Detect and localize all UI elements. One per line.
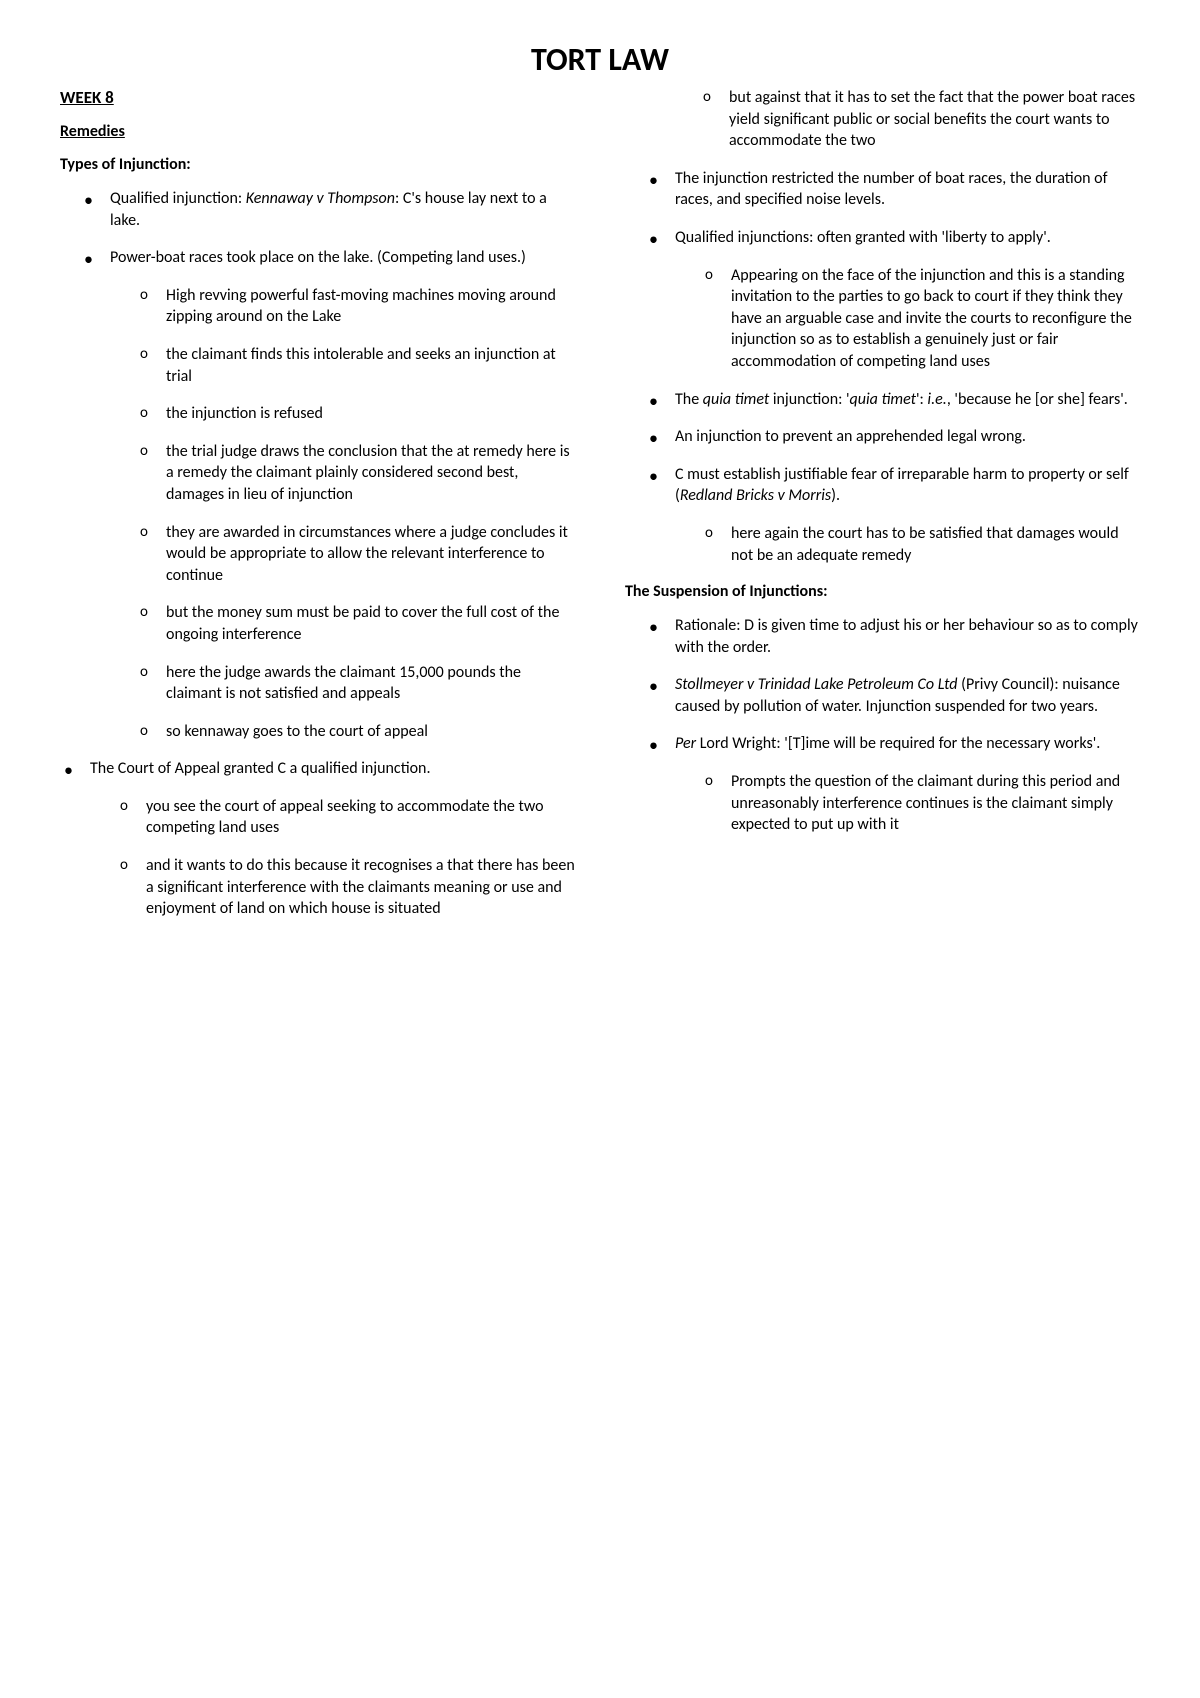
sublist: you see the court of appeal seeking to a… xyxy=(90,796,575,920)
list-types-cont: The Court of Appeal granted C a qualifie… xyxy=(60,758,575,920)
case-name: Redland Bricks v Morris xyxy=(680,486,831,505)
list-item: here the judge awards the claimant 15,00… xyxy=(166,662,575,705)
list-item: the claimant finds this intolerable and … xyxy=(166,344,575,387)
sublist: Appearing on the face of the injunction … xyxy=(675,265,1140,373)
left-column: WEEK 8 Remedies Types of Injunction: Qua… xyxy=(60,87,575,936)
list-item: Appearing on the face of the injunction … xyxy=(731,265,1140,373)
list-item: The injunction restricted the number of … xyxy=(675,168,1140,211)
subtitle-suspension: The Suspension of Injunctions: xyxy=(625,582,1140,601)
right-column: but against that it has to set the fact … xyxy=(625,87,1140,936)
content-columns: WEEK 8 Remedies Types of Injunction: Qua… xyxy=(60,87,1140,936)
list-item: so kennaway goes to the court of appeal xyxy=(166,721,575,743)
text: Qualified injunctions: often granted wit… xyxy=(675,228,1051,247)
text: Qualified injunction: xyxy=(110,189,246,208)
list-item: Prompts the question of the claimant dur… xyxy=(731,771,1140,836)
subtitle-types: Types of Injunction: xyxy=(60,155,575,174)
case-name: Kennaway v Thompson xyxy=(246,189,395,208)
sublist: here again the court has to be satisfied… xyxy=(675,523,1140,566)
list-item: The Court of Appeal granted C a qualifie… xyxy=(90,758,575,920)
case-name: quia timet xyxy=(703,390,769,409)
list-item: Rationale: D is given time to adjust his… xyxy=(675,615,1140,658)
list-item: C must establish justifiable fear of irr… xyxy=(675,464,1140,566)
text: Lord Wright: '[T]ime will be required fo… xyxy=(696,734,1100,753)
list-item: but against that it has to set the fact … xyxy=(729,87,1140,152)
sublist: Prompts the question of the claimant dur… xyxy=(675,771,1140,836)
list-types: Qualified injunction: Kennaway v Thompso… xyxy=(60,188,575,742)
text: , 'because he [or she] fears'. xyxy=(947,390,1128,409)
list-item: the trial judge draws the conclusion tha… xyxy=(166,441,575,506)
sublist-cont: but against that it has to set the fact … xyxy=(625,87,1140,152)
text: The xyxy=(675,390,703,409)
section-remedies: Remedies xyxy=(60,122,575,141)
list-item: Qualified injunction: Kennaway v Thompso… xyxy=(110,188,575,231)
list-item: but the money sum must be paid to cover … xyxy=(166,602,575,645)
abbrev: Per xyxy=(675,734,696,753)
list-item: Power-boat races took place on the lake.… xyxy=(110,247,575,742)
sublist: High revving powerful fast-moving machin… xyxy=(110,285,575,743)
list-item: they are awarded in circumstances where … xyxy=(166,522,575,587)
text: The Court of Appeal granted C a qualifie… xyxy=(90,759,431,778)
list-item: An injunction to prevent an apprehended … xyxy=(675,426,1140,448)
case-name: quia timet xyxy=(850,390,916,409)
list-right: The injunction restricted the number of … xyxy=(625,168,1140,566)
text: ). xyxy=(831,486,840,505)
text: injunction: ' xyxy=(769,390,849,409)
list-item: Qualified injunctions: often granted wit… xyxy=(675,227,1140,373)
list-item: and it wants to do this because it recog… xyxy=(146,855,575,920)
abbrev: i.e. xyxy=(927,390,946,409)
text: Power-boat races took place on the lake.… xyxy=(110,248,526,267)
list-item: the injunction is refused xyxy=(166,403,575,425)
list-item: Per Lord Wright: '[T]ime will be require… xyxy=(675,733,1140,835)
list-item: you see the court of appeal seeking to a… xyxy=(146,796,575,839)
week-heading: WEEK 8 xyxy=(60,87,575,108)
text: ': xyxy=(916,390,927,409)
list-suspension: Rationale: D is given time to adjust his… xyxy=(625,615,1140,836)
list-item: The quia timet injunction: 'quia timet':… xyxy=(675,389,1140,411)
list-item: here again the court has to be satisfied… xyxy=(731,523,1140,566)
page-title: TORT LAW xyxy=(60,40,1140,79)
case-name: Stollmeyer v Trinidad Lake Petroleum Co … xyxy=(675,675,957,694)
list-item: Stollmeyer v Trinidad Lake Petroleum Co … xyxy=(675,674,1140,717)
list-item: High revving powerful fast-moving machin… xyxy=(166,285,575,328)
